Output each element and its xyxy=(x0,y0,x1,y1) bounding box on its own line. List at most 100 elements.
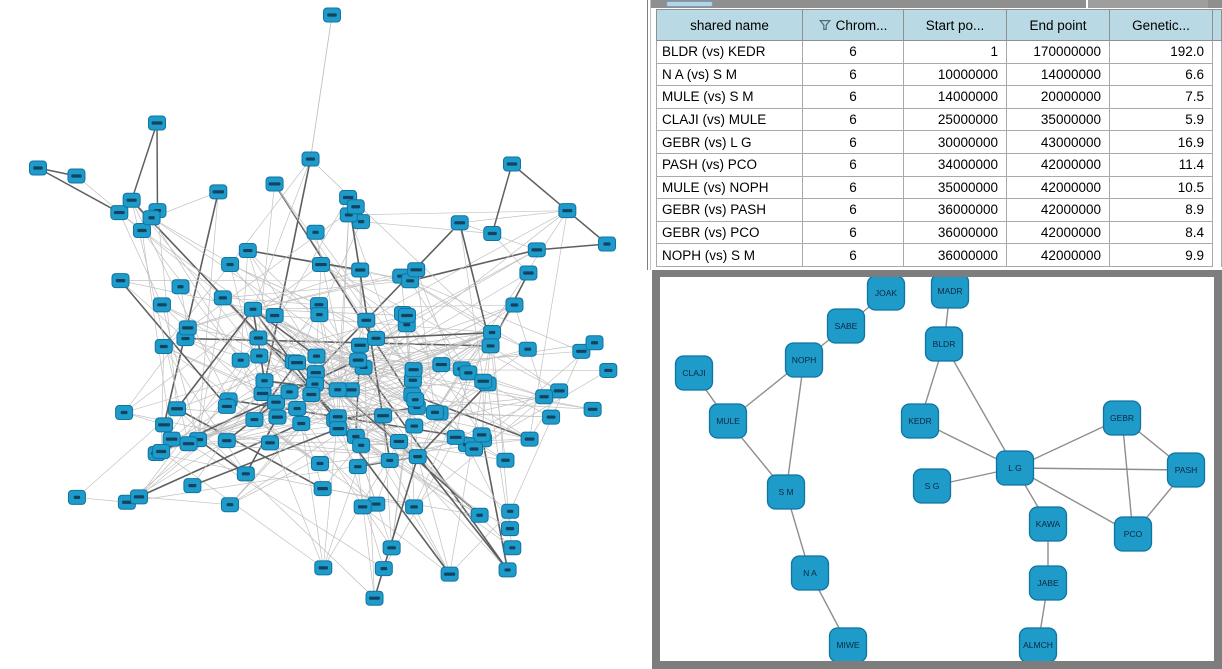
table-row[interactable]: MULE (vs) S M 6 14000000 20000000 7.5 xyxy=(656,86,1222,109)
network-node[interactable] xyxy=(572,343,591,359)
panel-splitter[interactable] xyxy=(647,0,648,270)
network-node-n-a[interactable]: N A xyxy=(790,555,830,591)
table-cell[interactable]: 42000000 xyxy=(1007,221,1110,245)
network-node[interactable] xyxy=(152,297,171,313)
table-cell[interactable]: MULE (vs) NOPH xyxy=(656,176,803,200)
network-node[interactable] xyxy=(464,441,483,457)
network-node[interactable] xyxy=(328,382,347,398)
network-node[interactable] xyxy=(598,236,616,252)
network-node[interactable] xyxy=(115,405,134,421)
network-node[interactable] xyxy=(550,383,569,399)
table-cell[interactable]: 42000000 xyxy=(1007,153,1110,177)
table-row[interactable]: NOPH (vs) S M 6 36000000 42000000 9.9 xyxy=(656,244,1222,267)
overview-network-canvas[interactable] xyxy=(0,0,648,669)
table-cell[interactable]: 36000000 xyxy=(904,199,1007,222)
table-cell[interactable]: 6 xyxy=(803,199,904,222)
table-row[interactable]: GEBR (vs) L G 6 30000000 43000000 16.9 xyxy=(656,131,1222,154)
network-node-miwe[interactable]: MIWE xyxy=(828,627,868,661)
table-cell[interactable]: 42000000 xyxy=(1007,176,1110,200)
column-header-end-point[interactable]: End point xyxy=(1007,9,1110,41)
network-node[interactable] xyxy=(481,338,500,354)
network-node[interactable] xyxy=(292,415,311,431)
table-cell[interactable]: 43000000 xyxy=(1007,131,1110,154)
table-row[interactable]: BLDR (vs) KEDR 6 1 170000000 192.0 xyxy=(656,41,1222,64)
network-node[interactable] xyxy=(505,297,524,313)
network-node[interactable] xyxy=(238,243,257,259)
table-cell[interactable]: 6 xyxy=(803,131,904,154)
network-node[interactable] xyxy=(472,427,491,443)
network-node[interactable] xyxy=(329,421,348,437)
network-node[interactable] xyxy=(535,389,554,405)
network-node[interactable] xyxy=(310,456,329,472)
network-node[interactable] xyxy=(470,507,489,523)
table-cell[interactable]: 16.9 xyxy=(1110,131,1213,154)
network-node-pash[interactable]: PASH xyxy=(1166,452,1206,488)
network-node-l-g[interactable]: L G xyxy=(995,450,1035,486)
network-node-bldr[interactable]: BLDR xyxy=(924,326,964,362)
table-cell[interactable]: 1 xyxy=(904,41,1007,64)
table-row[interactable]: MULE (vs) NOPH 6 35000000 42000000 10.5 xyxy=(656,176,1222,200)
table-cell[interactable]: 6 xyxy=(803,153,904,177)
network-node[interactable] xyxy=(245,412,264,428)
network-node[interactable] xyxy=(542,409,561,425)
table-cell[interactable]: 10000000 xyxy=(904,63,1007,87)
network-node[interactable] xyxy=(253,386,272,402)
network-node-mule[interactable]: MULE xyxy=(708,403,748,439)
network-node[interactable] xyxy=(244,301,263,317)
table-row[interactable]: GEBR (vs) PASH 6 36000000 42000000 8.9 xyxy=(656,199,1222,222)
network-node[interactable] xyxy=(217,398,236,414)
network-node-jabe[interactable]: JABE xyxy=(1028,565,1068,601)
network-node[interactable] xyxy=(67,168,86,184)
table-cell[interactable]: 42000000 xyxy=(1007,199,1110,222)
network-node[interactable] xyxy=(527,242,546,258)
table-cell[interactable]: 6 xyxy=(803,63,904,87)
network-node[interactable] xyxy=(311,257,330,273)
network-node-claji[interactable]: CLAJI xyxy=(674,355,714,391)
network-node[interactable] xyxy=(178,320,197,336)
network-node[interactable] xyxy=(425,404,444,420)
table-cell[interactable]: 11.4 xyxy=(1110,153,1213,177)
network-node[interactable] xyxy=(122,192,141,208)
network-node[interactable] xyxy=(349,352,368,368)
network-node[interactable] xyxy=(155,417,174,433)
table-row[interactable]: GEBR (vs) PCO 6 36000000 42000000 8.4 xyxy=(656,221,1222,245)
network-node[interactable] xyxy=(306,365,325,381)
network-node[interactable] xyxy=(404,362,423,378)
network-node[interactable] xyxy=(261,435,280,451)
table-cell[interactable]: 192.0 xyxy=(1110,41,1213,64)
network-node[interactable] xyxy=(380,452,399,468)
network-node[interactable] xyxy=(249,330,268,346)
network-node[interactable] xyxy=(220,497,239,513)
network-node[interactable] xyxy=(352,437,371,453)
network-node[interactable] xyxy=(408,449,427,465)
network-node[interactable] xyxy=(213,290,232,306)
network-node[interactable] xyxy=(367,330,386,346)
network-node[interactable] xyxy=(498,562,517,578)
network-node[interactable] xyxy=(110,205,129,221)
table-cell[interactable]: GEBR (vs) PCO xyxy=(656,221,803,245)
scrollbar-thumb[interactable] xyxy=(666,1,713,7)
network-node[interactable] xyxy=(450,215,469,231)
network-node[interactable] xyxy=(432,357,451,373)
network-node[interactable] xyxy=(346,199,365,215)
network-node[interactable] xyxy=(162,431,181,447)
network-node-kedr[interactable]: KEDR xyxy=(900,403,940,439)
table-cell[interactable]: 35000000 xyxy=(904,176,1007,200)
network-node[interactable] xyxy=(266,394,285,410)
table-cell[interactable]: CLAJI (vs) MULE xyxy=(656,108,803,132)
network-node[interactable] xyxy=(250,348,269,364)
column-header-genetic[interactable]: Genetic... xyxy=(1110,9,1213,41)
network-node[interactable] xyxy=(148,115,166,131)
column-header-start-po[interactable]: Start po... xyxy=(904,9,1007,41)
network-node[interactable] xyxy=(374,561,393,577)
network-node[interactable] xyxy=(500,521,519,537)
network-node[interactable] xyxy=(519,265,538,281)
table-cell[interactable]: 42000000 xyxy=(1007,244,1110,267)
network-node[interactable] xyxy=(348,459,367,475)
network-node[interactable] xyxy=(351,262,370,278)
network-node-s-g[interactable]: S G xyxy=(912,468,952,504)
network-node[interactable] xyxy=(301,151,320,167)
network-node[interactable] xyxy=(302,387,321,403)
table-cell[interactable]: NOPH (vs) S M xyxy=(656,244,803,267)
table-cell[interactable]: PASH (vs) PCO xyxy=(656,153,803,177)
